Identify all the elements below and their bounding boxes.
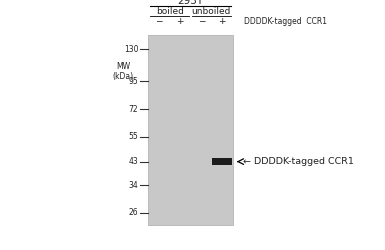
Text: 293T: 293T bbox=[177, 0, 204, 6]
Text: 34: 34 bbox=[129, 181, 138, 190]
Text: 26: 26 bbox=[129, 208, 138, 217]
Text: 55: 55 bbox=[129, 132, 138, 141]
FancyBboxPatch shape bbox=[212, 158, 232, 165]
Text: DDDDK-tagged  CCR1: DDDDK-tagged CCR1 bbox=[244, 16, 328, 26]
Text: −: − bbox=[156, 16, 163, 26]
Text: +: + bbox=[218, 16, 226, 26]
Text: unboiled: unboiled bbox=[191, 6, 231, 16]
FancyBboxPatch shape bbox=[148, 35, 233, 225]
Text: +: + bbox=[176, 16, 183, 26]
Text: ← DDDDK-tagged CCR1: ← DDDDK-tagged CCR1 bbox=[243, 157, 353, 166]
Text: 72: 72 bbox=[129, 105, 138, 114]
Text: boiled: boiled bbox=[156, 6, 184, 16]
Text: 95: 95 bbox=[129, 77, 138, 86]
Text: −: − bbox=[198, 16, 205, 26]
Text: 43: 43 bbox=[129, 157, 138, 166]
Text: MW
(kDa): MW (kDa) bbox=[113, 62, 134, 81]
Text: 130: 130 bbox=[124, 45, 138, 54]
